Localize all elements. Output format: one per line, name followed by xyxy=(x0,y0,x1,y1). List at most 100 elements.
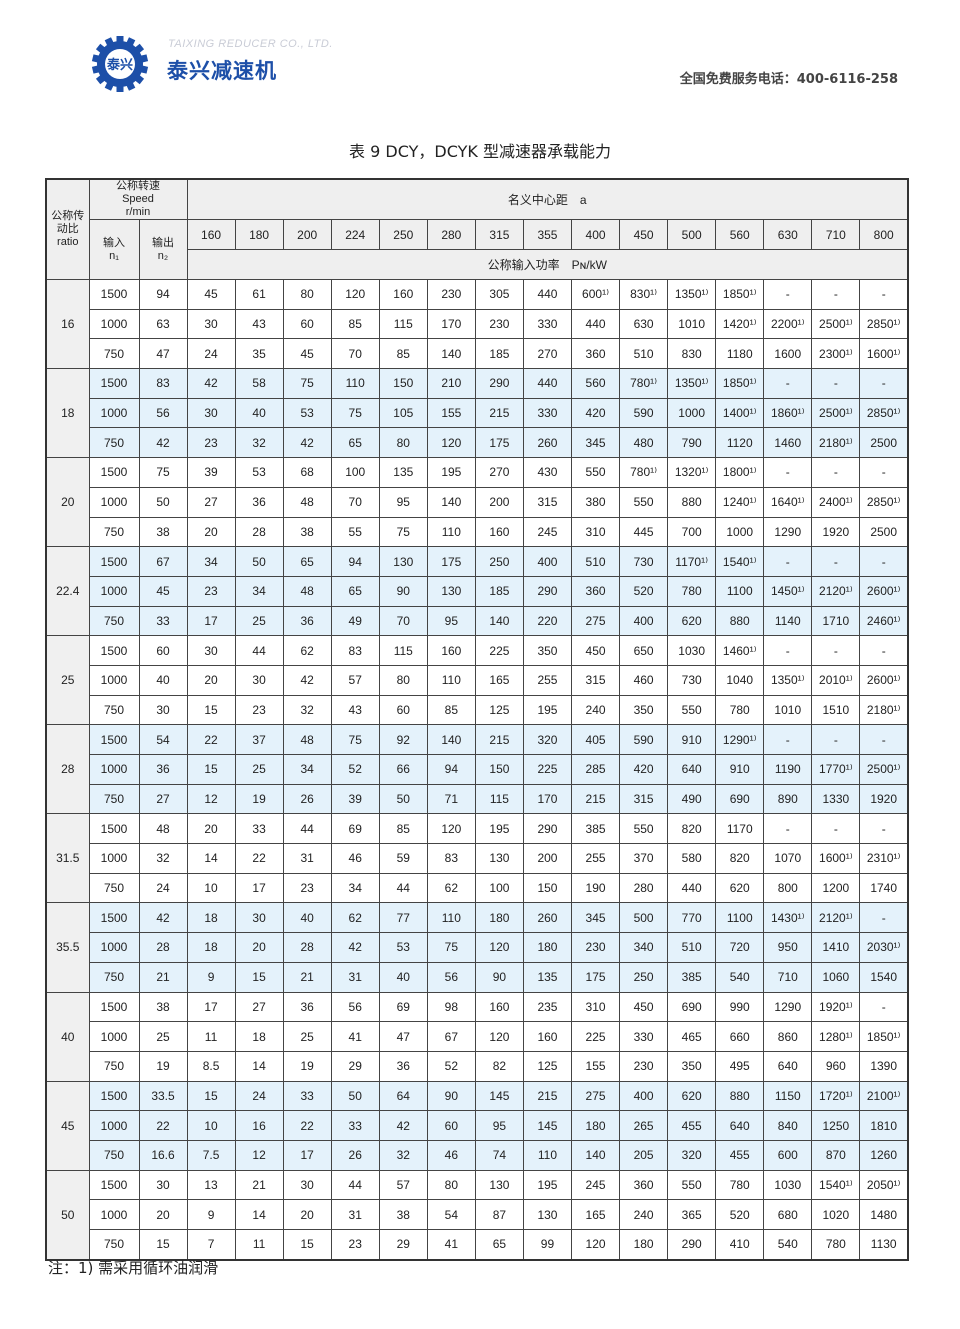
ratio-cell: 22.4 xyxy=(45,546,90,637)
output-speed-cell: 36 xyxy=(138,754,188,785)
power-cell: 20 xyxy=(186,813,236,845)
power-cell: 870 xyxy=(811,1139,861,1171)
power-cell: 1040 xyxy=(715,664,765,696)
power-cell: 780 xyxy=(667,575,717,607)
power-cell: 50 xyxy=(234,546,284,577)
power-cell: - xyxy=(811,279,861,310)
power-cell: 840 xyxy=(763,1110,813,1141)
output-speed-cell: 33 xyxy=(138,605,188,637)
power-cell: - xyxy=(859,457,909,488)
power-cell: 1410 xyxy=(811,932,861,963)
power-cell: 34 xyxy=(330,872,380,904)
power-cell: 175 xyxy=(570,961,621,993)
power-cell: 2600¹⁾ xyxy=(859,664,909,696)
center-distance-355: 355 xyxy=(522,219,573,250)
input-speed-cell: 1500 xyxy=(88,902,140,934)
power-cell: 245 xyxy=(522,516,573,548)
power-cell: 120 xyxy=(330,279,380,310)
power-cell: 830 xyxy=(667,338,717,370)
power-cell: 1860¹⁾ xyxy=(763,397,813,429)
power-cell: 36 xyxy=(282,991,332,1023)
power-cell: 235 xyxy=(522,991,573,1023)
power-cell: 195 xyxy=(426,457,476,488)
output-speed-cell: 42 xyxy=(138,427,188,459)
power-cell: 450 xyxy=(570,635,621,666)
power-cell: 1920¹⁾ xyxy=(811,991,861,1023)
power-cell: 480 xyxy=(619,427,669,459)
power-cell: 780 xyxy=(715,1169,765,1201)
power-cell: 34 xyxy=(282,754,332,785)
power-cell: 36 xyxy=(282,605,332,637)
power-cell: 25 xyxy=(234,605,284,637)
power-cell: 305 xyxy=(474,279,524,310)
center-distance-315: 315 xyxy=(474,219,524,250)
power-cell: 960 xyxy=(811,1050,861,1082)
table-row: 16 1500 94 45 61 80 120 160 230 305 440 600¹⁾ 830¹⁾ 1… xyxy=(45,278,909,370)
power-cell: 56 xyxy=(426,961,476,993)
power-cell: 1800¹⁾ xyxy=(715,457,765,488)
power-cell: 44 xyxy=(378,872,428,904)
power-cell: 7.5 xyxy=(186,1139,236,1171)
power-cell: 135 xyxy=(522,961,573,993)
power-cell: 165 xyxy=(570,1199,621,1230)
table-row: 20 1500 75 39 53 68 100 135 195 270 430 550 780¹⁾ 132… xyxy=(45,457,909,548)
power-cell: 400 xyxy=(619,1080,669,1112)
power-cell: 710 xyxy=(763,961,813,993)
power-cell: 30 xyxy=(186,397,236,429)
power-cell: 74 xyxy=(474,1139,524,1171)
power-cell: 2180¹⁾ xyxy=(859,694,909,726)
table-row: 1000 50 27 36 48 70 95 140 200 315 380 550 880 1240¹⁾… xyxy=(46,486,909,518)
power-cell: 85 xyxy=(330,308,380,340)
power-cell: 36 xyxy=(234,486,284,518)
power-cell: - xyxy=(763,635,813,666)
table-row: 18 1500 83 42 58 75 110 150 210 290 440 560 780¹⁾ 135… xyxy=(45,368,909,459)
power-cell: 145 xyxy=(522,1110,573,1141)
logo-text: 泰兴 xyxy=(106,57,133,73)
power-cell: 1540¹⁾ xyxy=(715,546,765,577)
power-cell: 85 xyxy=(378,338,428,370)
power-cell: 1600 xyxy=(763,338,813,370)
power-cell: 290 xyxy=(522,575,573,607)
power-cell: 22 xyxy=(234,843,284,874)
power-cell: 640 xyxy=(667,754,717,785)
power-cell: 1450¹⁾ xyxy=(763,575,813,607)
power-cell: 43 xyxy=(330,694,380,726)
power-cell: 160 xyxy=(378,279,428,310)
power-cell: 1600¹⁾ xyxy=(859,338,909,370)
speed-header: 公称转速 Speed r/min xyxy=(88,178,188,220)
power-cell: - xyxy=(859,546,909,577)
power-cell: 23 xyxy=(234,694,284,726)
power-cell: 465 xyxy=(667,1021,717,1052)
power-cell: 7 xyxy=(186,1228,236,1261)
power-cell: 1170 xyxy=(715,813,765,845)
power-cell: 64 xyxy=(378,1080,428,1112)
table-row: 750 16.6 7.5 12 17 26 32 46 74 110 140 205 320 455 600… xyxy=(46,1139,909,1171)
power-cell: 33 xyxy=(282,1080,332,1112)
power-cell: 1810 xyxy=(859,1110,909,1141)
power-cell: 19 xyxy=(282,1050,332,1082)
power-cell: 120 xyxy=(426,427,476,459)
power-cell: 24 xyxy=(186,338,236,370)
input-speed-cell: 1500 xyxy=(88,279,140,310)
power-cell: 40 xyxy=(378,961,428,993)
power-cell: - xyxy=(763,724,813,755)
power-cell: 225 xyxy=(570,1021,621,1052)
power-cell: 54 xyxy=(426,1199,476,1230)
power-cell: 155 xyxy=(570,1050,621,1082)
power-cell: 550 xyxy=(619,486,669,518)
input-speed-cell: 1000 xyxy=(88,486,140,518)
power-cell: 42 xyxy=(330,932,380,963)
power-cell: 75 xyxy=(282,368,332,399)
power-cell: 120 xyxy=(570,1228,621,1261)
power-cell: 14 xyxy=(234,1050,284,1082)
power-cell: 99 xyxy=(522,1228,573,1261)
power-cell: 14 xyxy=(186,843,236,874)
ratio-cell: 16 xyxy=(45,278,90,370)
power-cell: 66 xyxy=(378,754,428,785)
power-cell: 730 xyxy=(667,664,717,696)
power-cell: 490 xyxy=(667,783,717,815)
power-cell: 1740 xyxy=(859,872,909,904)
power-cell: 41 xyxy=(426,1228,476,1261)
company-name-en: TAIXING REDUCER CO., LTD. xyxy=(168,38,333,50)
power-cell: 26 xyxy=(282,783,332,815)
